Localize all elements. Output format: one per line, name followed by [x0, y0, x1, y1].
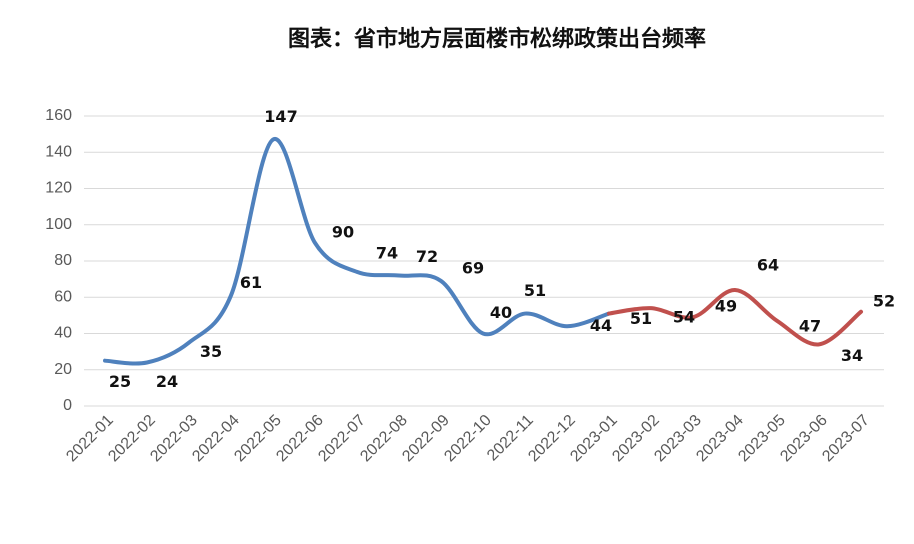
data-label: 35	[200, 342, 222, 361]
data-label: 40	[490, 303, 512, 322]
data-label: 25	[109, 372, 131, 391]
y-tick-label: 20	[54, 361, 72, 378]
data-label: 24	[156, 372, 178, 391]
data-label: 51	[524, 281, 546, 300]
y-tick-label: 140	[45, 143, 72, 160]
y-tick-label: 160	[45, 107, 72, 124]
data-label: 52	[873, 291, 895, 310]
data-label: 72	[416, 247, 438, 266]
x-tick-label: 2022-10	[441, 412, 495, 466]
line-series	[103, 137, 611, 366]
data-label: 74	[376, 243, 398, 262]
y-tick-label: 80	[54, 252, 72, 269]
y-tick-label: 100	[45, 216, 72, 233]
data-label: 61	[240, 273, 262, 292]
y-tick-label: 0	[63, 397, 72, 414]
data-label: 64	[757, 256, 779, 275]
data-label: 47	[799, 316, 821, 335]
x-tick-label: 2023-07	[819, 412, 873, 466]
data-label: 69	[462, 258, 484, 277]
data-label: 54	[673, 308, 695, 327]
data-label: 51	[630, 309, 652, 328]
y-tick-label: 120	[45, 180, 72, 197]
y-tick-label: 60	[54, 288, 72, 305]
chart-title: 图表：省市地方层面楼市松绑政策出台频率	[288, 26, 706, 52]
line-series	[607, 287, 863, 347]
data-label: 34	[841, 346, 863, 365]
y-tick-label: 40	[54, 325, 72, 342]
data-label: 49	[715, 297, 737, 316]
data-label: 44	[590, 316, 612, 335]
data-label: 147	[264, 107, 297, 126]
data-label: 90	[332, 222, 354, 241]
